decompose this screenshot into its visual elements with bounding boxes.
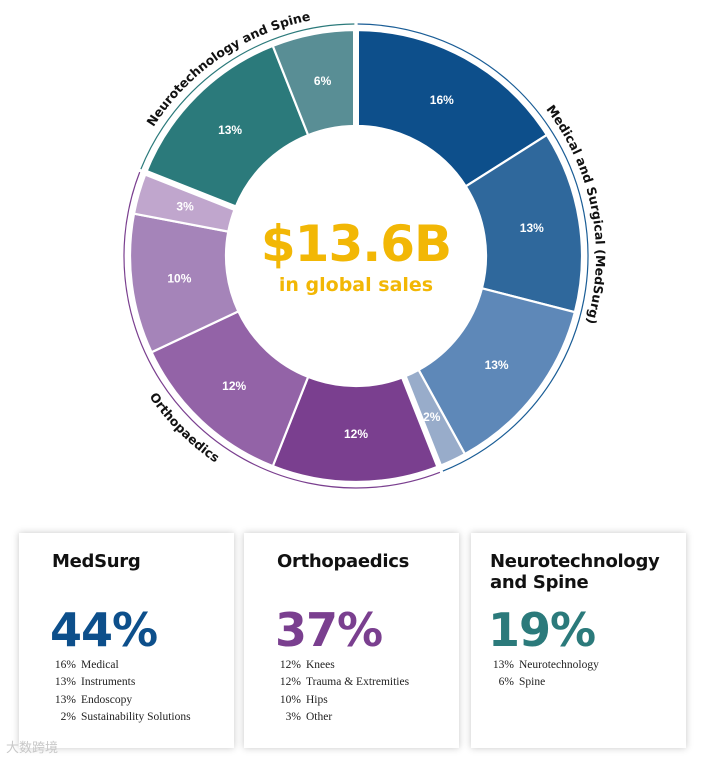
center-value: $13.6B xyxy=(261,215,451,273)
item-percent: 13% xyxy=(492,659,514,671)
item-percent: 12% xyxy=(279,659,301,671)
donut-chart: 16%13%13%2%12%12%10%3%13%6% Medical and … xyxy=(123,8,608,489)
list-item: 13% Endoscopy xyxy=(52,692,191,709)
list-item: 12% Knees xyxy=(277,657,409,674)
segment-label-7: 3% xyxy=(176,199,194,213)
item-percent: 6% xyxy=(498,676,514,689)
list-item: 13% Instruments xyxy=(52,674,191,691)
group-arc-1 xyxy=(123,171,441,489)
list-item: 16% Medical xyxy=(52,657,191,674)
item-percent: 3% xyxy=(285,711,301,724)
item-percent: 13% xyxy=(54,676,76,689)
card-percent: 37% xyxy=(275,603,383,657)
item-percent: 12% xyxy=(279,676,301,689)
group-arc-0 xyxy=(357,23,589,472)
list-item: 12% Trauma & Extremities xyxy=(277,674,409,691)
group-separator-2 xyxy=(142,169,239,212)
card-item-list: 13% Neurotechnology 6% Spine xyxy=(490,657,599,692)
item-name: Trauma & Extremities xyxy=(306,676,410,689)
item-name: Instruments xyxy=(81,676,136,689)
item-percent: 10% xyxy=(279,693,301,706)
segment-labels: 16% 13% 13% 2% 12% 12% 10% 3% 13% 6% xyxy=(167,74,544,441)
card-item-list: 12% Knees 12% Trauma & Extremities 10% Hips… xyxy=(277,657,409,727)
segment-label-9: 6% xyxy=(314,74,332,88)
card-percent: 19% xyxy=(488,603,596,657)
list-item: 3% Other xyxy=(277,709,409,726)
item-percent: 13% xyxy=(54,693,76,706)
segment-label-3: 2% xyxy=(423,410,441,424)
segment-label-0: 16% xyxy=(430,93,454,107)
donut-segment-0 xyxy=(354,28,549,188)
donut-segments xyxy=(128,28,584,484)
group-arc-2 xyxy=(140,23,355,170)
item-percent: 2% xyxy=(60,711,76,724)
item-name: Endoscopy xyxy=(81,693,133,706)
segment-label-8: 13% xyxy=(218,123,242,137)
item-name: Other xyxy=(306,711,333,724)
list-item: 13% Neurotechnology xyxy=(490,657,599,674)
center-subtitle: in global sales xyxy=(279,274,433,296)
item-percent: 16% xyxy=(54,659,76,671)
watermark: 大数跨境 xyxy=(6,741,59,756)
segment-label-4: 12% xyxy=(344,427,368,441)
item-name: Neurotechnology xyxy=(519,659,599,671)
segment-label-6: 10% xyxy=(167,271,191,285)
group-outline-arcs xyxy=(123,23,589,489)
segment-label-5: 12% xyxy=(222,379,246,393)
card-title: Orthopaedics xyxy=(277,551,410,572)
segment-label-2: 13% xyxy=(485,358,509,372)
card-title: Neurotechnology and Spine xyxy=(490,551,660,593)
neurotechnology-spine-card: Neurotechnology and Spine 19% 13% Neurote… xyxy=(471,533,686,748)
medsurg-card: MedSurg 44% 16% Medical 13% Instruments 13… xyxy=(19,533,234,748)
list-item: 6% Spine xyxy=(490,674,599,691)
item-name: Hips xyxy=(306,693,328,706)
group-separator-1 xyxy=(400,373,443,470)
segment-label-1: 13% xyxy=(520,221,544,235)
item-name: Medical xyxy=(81,659,119,671)
item-name: Knees xyxy=(306,659,335,671)
card-percent: 44% xyxy=(50,603,158,657)
list-item: 10% Hips xyxy=(277,692,409,709)
card-title: MedSurg xyxy=(52,551,141,572)
list-item: 2% Sustainability Solutions xyxy=(52,709,191,726)
item-name: Sustainability Solutions xyxy=(81,711,191,724)
item-name: Spine xyxy=(519,676,546,689)
card-item-list: 16% Medical 13% Instruments 13% Endoscopy 2… xyxy=(52,657,191,727)
orthopaedics-card: Orthopaedics 37% 12% Knees 12% Trauma & Ex… xyxy=(244,533,459,748)
